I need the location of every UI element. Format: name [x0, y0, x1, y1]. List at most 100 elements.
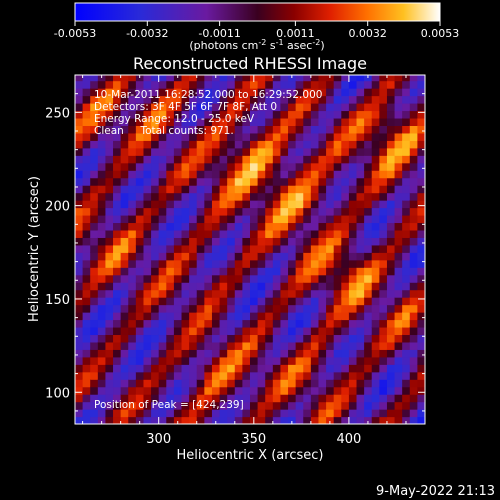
- heatmap-cell: [204, 252, 213, 261]
- heatmap-cell: [242, 155, 251, 164]
- heatmap-cell: [75, 88, 84, 97]
- heatmap-cell: [90, 326, 99, 336]
- heatmap-cell: [272, 274, 282, 283]
- heatmap-cell: [211, 371, 221, 380]
- x-tick-label: 300: [146, 432, 171, 447]
- heatmap-cell: [82, 371, 91, 380]
- heatmap-cell: [128, 75, 137, 82]
- heatmap-cell: [341, 371, 350, 380]
- heatmap-cell: [97, 200, 107, 209]
- heatmap-cell: [386, 394, 396, 403]
- heatmap-cell: [310, 185, 320, 194]
- heatmap-cell: [265, 170, 274, 179]
- heatmap-cell: [143, 371, 152, 380]
- heatmap-cell: [105, 80, 114, 89]
- heatmap-cell: [128, 304, 137, 313]
- heatmap-cell: [326, 312, 335, 321]
- heatmap-cell: [211, 170, 221, 179]
- heatmap-cell: [364, 110, 373, 119]
- heatmap-cell: [75, 177, 84, 186]
- heatmap-cell: [333, 207, 342, 216]
- heatmap-cell: [280, 319, 289, 328]
- heatmap-cell: [113, 177, 122, 186]
- heatmap-cell: [166, 147, 175, 156]
- heatmap-cell: [135, 117, 145, 126]
- heatmap-cell: [341, 401, 350, 410]
- heatmap-cell: [402, 207, 411, 216]
- heatmap-cell: [143, 200, 152, 209]
- heatmap-cell: [120, 125, 129, 134]
- heatmap-cell: [97, 88, 107, 97]
- heatmap-cell: [341, 409, 350, 418]
- heatmap-cell: [173, 244, 183, 253]
- heatmap-cell: [394, 297, 403, 306]
- heatmap-cell: [211, 117, 221, 126]
- heatmap-cell: [348, 229, 358, 238]
- heatmap-cell: [250, 259, 259, 268]
- heatmap-cell: [288, 259, 297, 268]
- heatmap-cell: [417, 326, 425, 336]
- heatmap-cell: [151, 110, 160, 119]
- heatmap-cell: [234, 371, 243, 380]
- heatmap-cell: [211, 364, 221, 373]
- heatmap-cell: [379, 409, 388, 418]
- heatmap-cell: [135, 371, 145, 380]
- heatmap-cell: [227, 177, 236, 186]
- heatmap-cell: [75, 207, 84, 216]
- heatmap-cell: [364, 341, 373, 350]
- heatmap-cell: [356, 80, 365, 89]
- heatmap-cell: [135, 80, 145, 89]
- heatmap-cell: [173, 170, 183, 179]
- heatmap-cell: [135, 140, 145, 149]
- heatmap-cell: [417, 312, 425, 321]
- heatmap-cell: [250, 185, 259, 194]
- heatmap-cell: [272, 356, 282, 365]
- heatmap-cell: [265, 244, 274, 253]
- heatmap-cell: [318, 401, 327, 410]
- heatmap-cell: [181, 177, 190, 186]
- colorbar-tick-label: 0.0053: [421, 27, 460, 40]
- heatmap-cell: [204, 200, 213, 209]
- heatmap-cell: [303, 267, 312, 276]
- heatmap-cell: [303, 75, 312, 82]
- heatmap-cell: [181, 364, 190, 373]
- heatmap-cell: [181, 326, 190, 336]
- heatmap-cell: [166, 379, 175, 388]
- heatmap-cell: [272, 147, 282, 156]
- heatmap-cell: [272, 252, 282, 261]
- heatmap-cell: [280, 289, 289, 298]
- heatmap-cell: [166, 75, 175, 82]
- heatmap-cell: [166, 162, 175, 171]
- heatmap-cell: [120, 140, 129, 149]
- heatmap-cell: [417, 229, 425, 238]
- heatmap-cell: [318, 88, 327, 97]
- heatmap-cell: [151, 349, 160, 358]
- heatmap-cell: [82, 214, 91, 224]
- heatmap-cell: [295, 132, 304, 141]
- heatmap-cell: [90, 379, 99, 388]
- heatmap-cell: [341, 304, 350, 313]
- heatmap-cell: [211, 207, 221, 216]
- heatmap-cell: [379, 386, 388, 395]
- heatmap-cell: [135, 297, 145, 306]
- heatmap-cell: [75, 364, 84, 373]
- heatmap-cell: [250, 80, 259, 89]
- heatmap-cell: [394, 162, 403, 171]
- heatmap-cell: [120, 185, 129, 194]
- heatmap-cell: [113, 267, 122, 276]
- heatmap-cell: [90, 147, 99, 156]
- heatmap-cell: [143, 147, 152, 156]
- heatmap-cell: [265, 237, 274, 246]
- heatmap-cell: [219, 155, 228, 164]
- heatmap-cell: [204, 289, 213, 298]
- heatmap-cell: [113, 110, 122, 119]
- heatmap-cell: [166, 222, 175, 231]
- heatmap-cell: [265, 117, 274, 126]
- heatmap-cell: [82, 379, 91, 388]
- heatmap-cell: [143, 297, 152, 306]
- heatmap-cell: [280, 252, 289, 261]
- heatmap-cell: [166, 371, 175, 380]
- heatmap-cell: [417, 80, 425, 89]
- heatmap-cell: [105, 192, 114, 201]
